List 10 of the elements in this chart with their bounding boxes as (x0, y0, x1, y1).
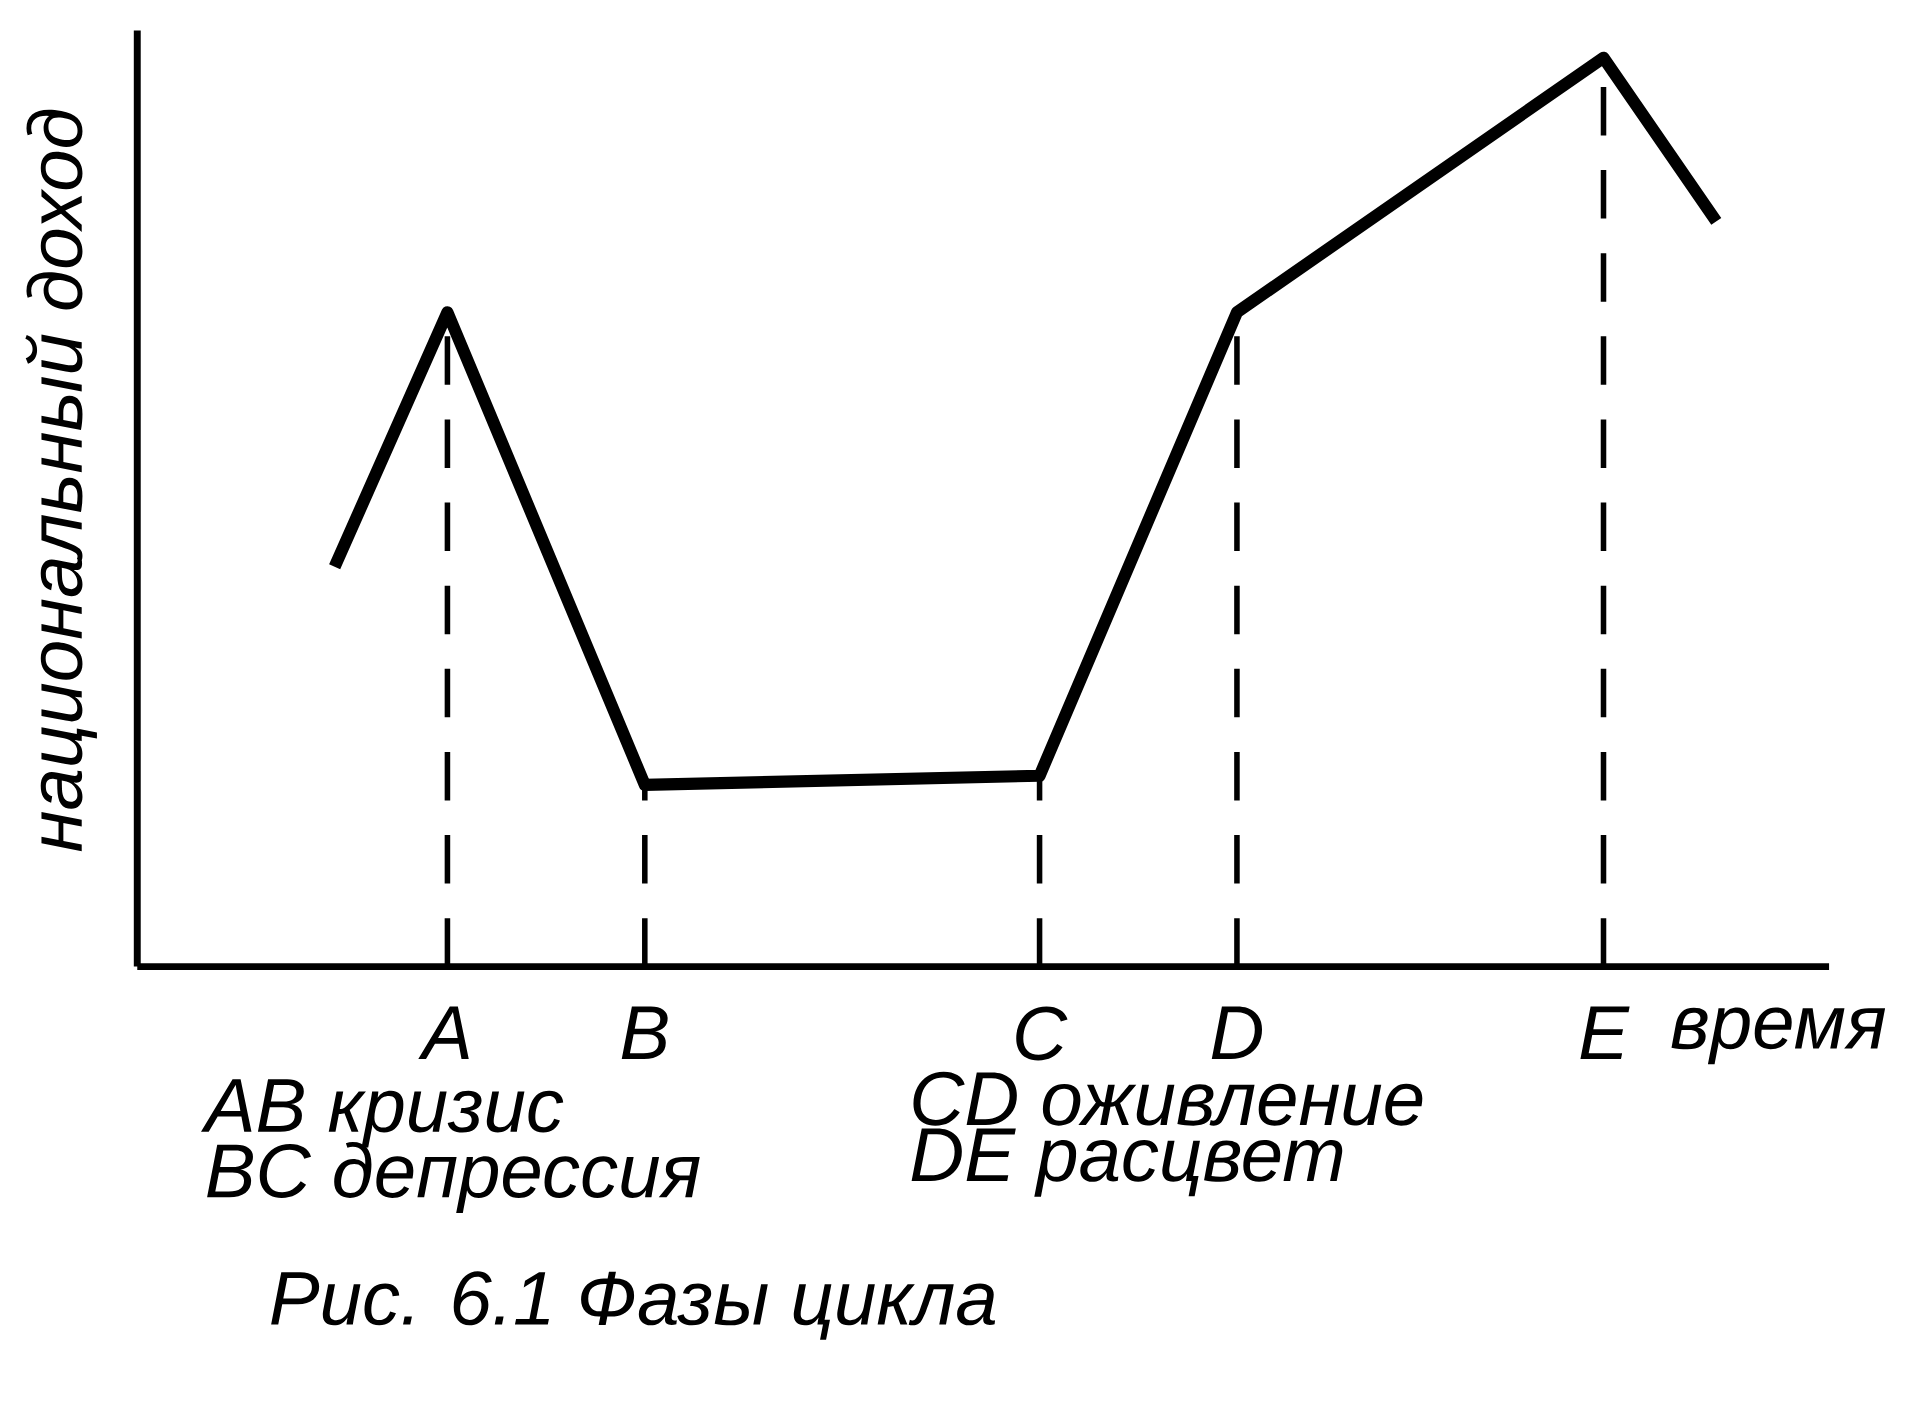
x-tick-label: C (1016, 1006, 1068, 1061)
text: DE расцвет (911, 1128, 1343, 1197)
x-tick-label: E (1580, 1006, 1630, 1059)
x-axis-title: время (1671, 1007, 1886, 1065)
text: CD оживление (913, 1071, 1423, 1126)
x-tick-label: D (1211, 1006, 1263, 1059)
x-tick-label: A (418, 1006, 469, 1059)
y-axis-title: национальный доход (25, 109, 97, 852)
x-tick-label: B (621, 1006, 668, 1059)
text: Рис. 6.1 Фазы цикла (271, 1271, 996, 1340)
